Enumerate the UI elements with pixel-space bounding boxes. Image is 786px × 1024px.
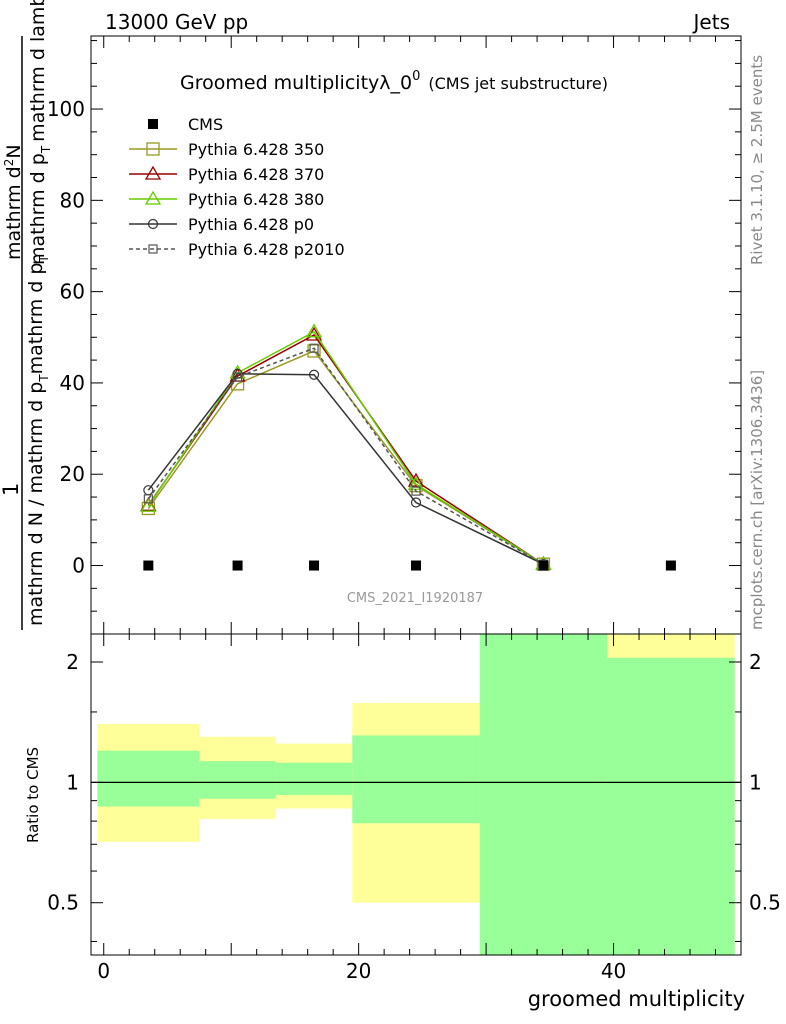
ratio-uncertainty-bands xyxy=(97,634,735,955)
main-y-tick-label: 40 xyxy=(60,371,85,395)
y-label-prefactor: 1 xyxy=(0,483,23,496)
ratio-plot-panel: 0.5 0.5 1 1 2 2 0 20 40 Ratio to CMS groomed mu… xyxy=(24,633,781,1011)
ratio-band-bin xyxy=(352,735,480,824)
legend-label: Pythia 6.428 p2010 xyxy=(188,240,345,259)
main-frame xyxy=(90,35,742,635)
category-label: Jets xyxy=(692,10,730,34)
y-label-numerator: mathrm d2N xyxy=(2,144,25,260)
legend-marker xyxy=(144,165,162,180)
ratio-y-tick-label-right: 2 xyxy=(749,650,762,674)
legend-label: Pythia 6.428 370 xyxy=(188,165,324,184)
series-line-2 xyxy=(147,334,544,565)
cms-point xyxy=(232,560,243,571)
main-y-axis: 0 20 40 60 80 100 xyxy=(47,40,741,612)
cms-point xyxy=(309,560,320,571)
main-plot-panel: 0 20 40 60 80 100 Groomed multiplicityλ_00 (CM… xyxy=(47,35,742,635)
series-point-5 xyxy=(309,343,319,353)
rivet-version-label: Rivet 3.1.10, ≥ 2.5M events xyxy=(748,55,766,265)
series-point-5 xyxy=(232,372,243,382)
cms-data-points xyxy=(143,560,676,571)
cms-point xyxy=(538,560,549,571)
series-point-4 xyxy=(308,369,320,380)
legend-label: CMS xyxy=(188,115,223,134)
series-point-4 xyxy=(410,497,422,508)
series-line-5 xyxy=(147,347,544,565)
main-y-tick-label: 60 xyxy=(60,280,85,304)
energy-label: 13000 GeV pp xyxy=(105,10,248,34)
series-point-3 xyxy=(305,323,323,338)
legend-label: Pythia 6.428 p0 xyxy=(188,215,314,234)
series-point-3 xyxy=(140,497,157,512)
ratio-band-bin xyxy=(97,750,200,807)
ratio-y-tick-label: 2 xyxy=(66,650,79,674)
ratio-band-bin xyxy=(607,657,735,955)
ratio-y-tick-label-right: 1 xyxy=(749,770,762,794)
legend: CMS Pythia 6.428 350 Pythia 6.428 370 Pythi… xyxy=(129,115,345,259)
main-y-tick-label: 0 xyxy=(72,554,85,578)
main-x-ticks xyxy=(103,36,717,634)
cms-point xyxy=(665,560,676,571)
ratio-y-tick-label: 1 xyxy=(66,770,79,794)
analysis-watermark: CMS_2021_I1920187 xyxy=(347,591,483,606)
mcplots-source-label: mcplots.cern.ch [arXiv:1306.3436] xyxy=(748,370,766,630)
main-y-tick-label: 20 xyxy=(60,462,85,486)
legend-label: Pythia 6.428 350 xyxy=(188,140,324,159)
ratio-y-label: Ratio to CMS xyxy=(24,747,42,843)
series-point-5 xyxy=(411,486,421,496)
ratio-band-bin xyxy=(199,761,276,799)
main-series-group xyxy=(140,323,552,571)
cms-point xyxy=(411,560,421,571)
series-point-5 xyxy=(143,494,153,504)
ratio-y-axis: 0.5 0.5 1 1 2 2 xyxy=(47,650,781,942)
main-y-tick-label: 80 xyxy=(60,188,85,212)
series-line-1 xyxy=(147,350,544,565)
cms-point xyxy=(143,560,154,571)
legend-marker xyxy=(148,119,158,129)
y-label-denominator: mathrm d N / mathrm d pTmathrm d pT xyxy=(25,255,51,626)
legend-marker xyxy=(146,142,160,156)
y-label-numerator-denominator: mathrm d pTmathrm d lambda xyxy=(27,0,53,265)
series-point-3 xyxy=(407,475,425,490)
series-line-4 xyxy=(147,373,544,565)
main-y-axis-label: 1 mathrm d2N mathrm d pTmathrm d lambda … xyxy=(0,0,53,630)
ratio-y-tick-label: 0.5 xyxy=(47,891,79,915)
ratio-x-tick-label: 40 xyxy=(601,959,626,983)
main-y-tick-label: 100 xyxy=(47,97,85,121)
legend-label: Pythia 6.428 380 xyxy=(188,190,324,209)
plot-title: Groomed multiplicityλ_00 (CMS jet substru… xyxy=(180,69,608,94)
x-axis-label: groomed multiplicity xyxy=(528,987,745,1011)
legend-marker xyxy=(148,244,158,254)
legend-marker xyxy=(147,218,159,230)
ratio-y-tick-label-right: 0.5 xyxy=(749,891,781,915)
ratio-frame xyxy=(90,633,742,956)
ratio-band-bin xyxy=(275,762,353,795)
ratio-x-tick-label: 0 xyxy=(97,959,110,983)
ratio-x-axis: 0 20 40 xyxy=(97,634,717,983)
ratio-x-tick-label: 20 xyxy=(346,959,371,983)
ratio-band-bin xyxy=(479,634,608,955)
legend-marker xyxy=(144,190,162,205)
